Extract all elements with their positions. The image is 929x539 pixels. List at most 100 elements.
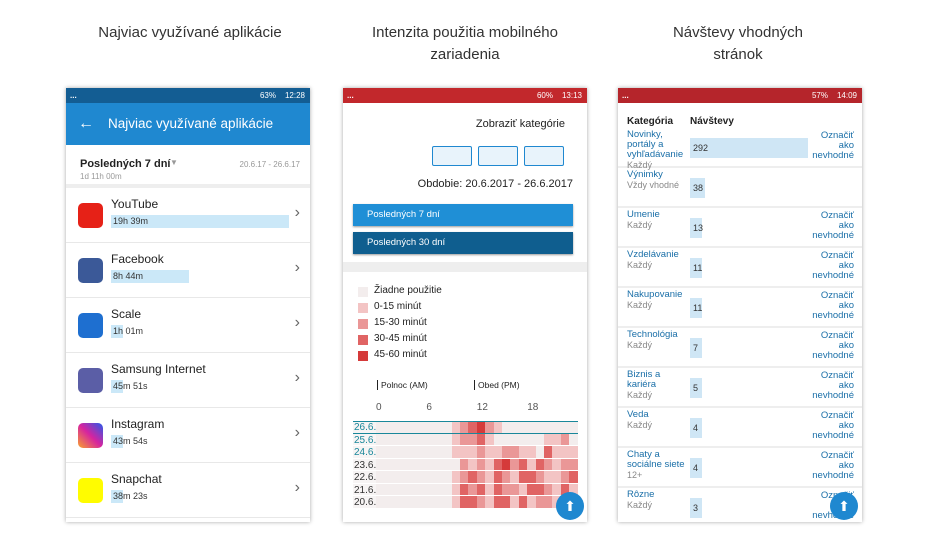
heat-cell: [493, 458, 502, 470]
legend-label: 15-30 minút: [374, 317, 427, 328]
heat-cell: [527, 458, 536, 470]
heat-cell: [476, 446, 486, 458]
heat-cell: [468, 433, 477, 445]
frequency: Každý: [627, 220, 653, 230]
heat-cell: [476, 483, 486, 495]
period-button[interactable]: Posledných 7 dní: [353, 204, 573, 226]
frequency: Každý: [627, 390, 653, 400]
app-icon: [78, 368, 103, 393]
heat-cell: [460, 471, 469, 483]
app-row[interactable]: Scale 1h 01m ›: [66, 298, 310, 353]
app-row[interactable]: Samsung Internet 45m 51s ›: [66, 353, 310, 408]
category-name: Chaty a sociálne siete: [627, 449, 685, 470]
scroll-top-button[interactable]: ⬆: [830, 492, 858, 520]
filter-icon-button[interactable]: [432, 146, 472, 166]
heat-cell: [476, 421, 486, 433]
filter-icon-button[interactable]: [478, 146, 518, 166]
heat-cell: [460, 483, 469, 495]
heat-cell: [493, 433, 502, 445]
scroll-top-button[interactable]: ⬆: [556, 492, 584, 520]
heat-cell: [376, 458, 385, 470]
heat-cell: [502, 421, 511, 433]
chevron: ›: [294, 314, 300, 331]
mark-inappropriate-link[interactable]: Označiť ako nevhodné: [812, 130, 854, 161]
axis-label: Obed (PM): [474, 380, 520, 390]
heat-cell: [401, 433, 410, 445]
heat-cell: [392, 471, 402, 483]
category-row: Umenie Každý 13 Označiť ako nevhodné: [618, 208, 862, 248]
heat-cell: [409, 496, 418, 508]
app-icon: [78, 203, 103, 228]
heat-cell: [418, 433, 427, 445]
caption: Návštevy vhodných stránok: [672, 24, 804, 63]
heat-cell: [451, 421, 460, 433]
heat-cell: [552, 421, 561, 433]
visits-count: 292: [693, 143, 709, 153]
visits-bar: [690, 498, 702, 518]
heat-cell: [569, 446, 578, 458]
period-button[interactable]: Posledných 30 dní: [353, 232, 573, 254]
category-name: Veda: [627, 409, 649, 420]
heat-cell: [560, 471, 570, 483]
app-row[interactable]: Instagram 43m 54s ›: [66, 408, 310, 463]
mark-inappropriate-link[interactable]: Označiť ako nevhodné: [812, 210, 854, 241]
chevron: ›: [294, 259, 300, 276]
heat-cell: [502, 483, 511, 495]
mark-inappropriate-link[interactable]: Označiť ako nevhodné: [812, 250, 854, 281]
visits-count: 3: [693, 503, 699, 513]
heat-cell: [510, 421, 519, 433]
mark-inappropriate-link[interactable]: Označiť ako nevhodné: [812, 330, 854, 361]
usage-time: 43m 54s: [113, 436, 148, 446]
app-row[interactable]: Snapchat 38m 23s ›: [66, 463, 310, 518]
app-row[interactable]: Facebook 8h 44m ›: [66, 243, 310, 298]
period-selector[interactable]: Posledných 7 dní: [80, 158, 171, 170]
category-cell: Rôzne Každý: [627, 490, 687, 511]
heat-cell: [535, 458, 544, 470]
chevron: ›: [294, 369, 300, 386]
heat-cell: [426, 433, 435, 445]
app-row[interactable]: YouTube 19h 39m ›: [66, 188, 310, 243]
clock: 12:28: [284, 91, 305, 100]
heat-cell: [535, 433, 544, 445]
mark-inappropriate-link[interactable]: Označiť ako nevhodné: [812, 370, 854, 401]
category-row: Nakupovanie Každý 11 Označiť ako nevhodné: [618, 288, 862, 328]
category-name: Výnimky: [627, 169, 663, 180]
category-name: Umenie: [627, 209, 660, 220]
mark-inappropriate-link[interactable]: Označiť ako nevhodné: [812, 410, 854, 441]
clock: 14:09: [836, 91, 857, 100]
heat-cell: [401, 496, 410, 508]
heat-cell: [460, 421, 469, 433]
heat-cell: [544, 433, 553, 445]
section-divider: [343, 262, 587, 272]
heat-cell: [569, 458, 578, 470]
app-bar: ← Najviac využívané aplikácie: [66, 103, 310, 145]
visits-count: 4: [693, 463, 699, 473]
heat-cell: [418, 446, 427, 458]
heat-cell: [518, 483, 528, 495]
category-row: Novinky, portály a vyhľadávanie Každý 292 O…: [618, 128, 862, 170]
heat-cell: [518, 433, 528, 445]
heat-cell: [527, 496, 536, 508]
heat-cell: [460, 458, 469, 470]
heat-cell: [376, 471, 385, 483]
heat-cell: [376, 421, 385, 433]
show-categories-link[interactable]: Zobraziť kategórie: [475, 118, 565, 130]
usage-time: 38m 23s: [113, 491, 148, 501]
back-button[interactable]: ←: [78, 115, 94, 132]
heat-cell: [468, 421, 477, 433]
filter-icon-button[interactable]: [524, 146, 564, 166]
heat-cell: [510, 483, 519, 495]
mark-inappropriate-link[interactable]: Označiť ako nevhodné: [812, 450, 854, 481]
day-label: 26.6.: [354, 422, 377, 433]
app-icon: [78, 478, 103, 503]
heat-cell: [476, 496, 486, 508]
legend-swatch: [358, 303, 368, 313]
app-name: Facebook: [111, 252, 164, 266]
chevron: ›: [294, 204, 300, 221]
heat-cell: [510, 458, 519, 470]
category-name: Novinky, portály a vyhľadávanie: [627, 129, 684, 160]
visits-count: 7: [693, 343, 699, 353]
app-icon: [78, 423, 103, 448]
heat-cell: [518, 471, 528, 483]
mark-inappropriate-link[interactable]: Označiť ako nevhodné: [812, 290, 854, 321]
